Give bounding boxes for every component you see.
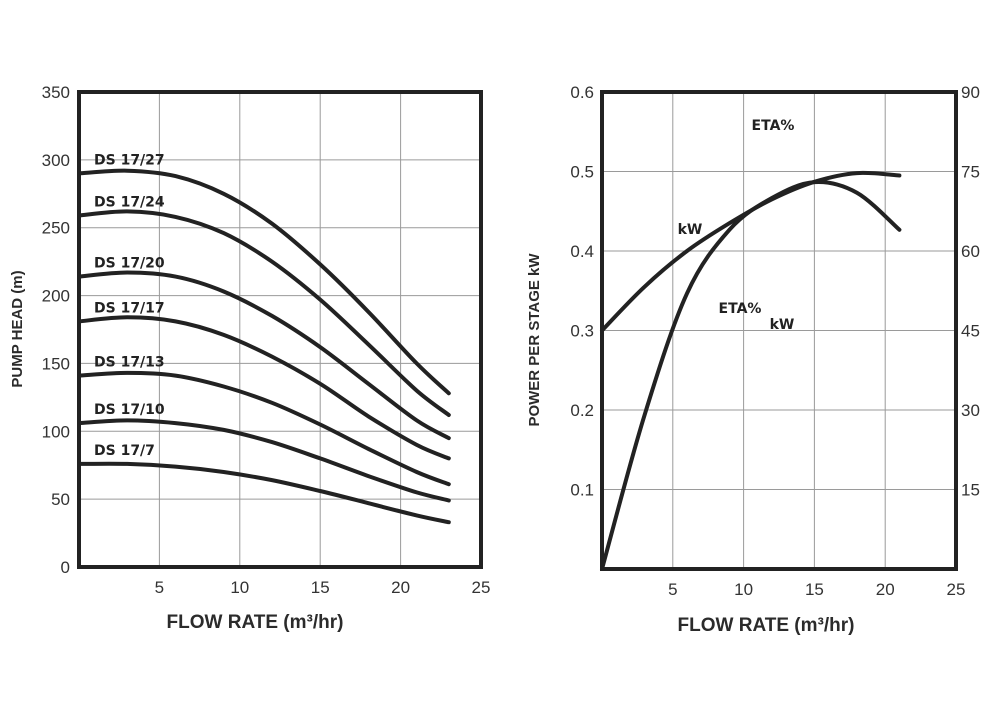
power-x-axis-title: FLOW RATE (m³/hr) <box>678 615 855 636</box>
head-curve <box>77 370 451 487</box>
y-tick-label: 100 <box>42 422 70 441</box>
power-y-axis-title: POWER PER STAGE kW <box>526 253 543 427</box>
y2-tick-label: 90 <box>961 83 980 102</box>
series-label: DS 17/7 <box>94 443 155 459</box>
head-curve <box>77 168 451 396</box>
head-curve <box>77 315 451 461</box>
series-label: DS 17/13 <box>94 355 165 371</box>
y-tick-label: 0 <box>61 558 70 577</box>
eta-curve-label: ETA% <box>719 301 762 317</box>
pump-head-y-axis-title: PUMP HEAD (m) <box>9 270 26 387</box>
power-plot-frame <box>600 90 958 571</box>
power-efficiency-chart: 5 10 15 20 25 0.1 0.2 0.3 0.4 0.5 0.6 15 30 45 60 75 9… <box>526 83 980 636</box>
y-tick-label: 0.3 <box>570 322 594 341</box>
x-tick-label: 25 <box>472 578 491 597</box>
x-tick-label: 15 <box>311 578 330 597</box>
head-curve <box>77 209 451 417</box>
pump-head-x-axis-title: FLOW RATE (m³/hr) <box>167 612 344 633</box>
y-tick-label: 0.1 <box>570 481 594 500</box>
y2-tick-label: 45 <box>961 322 980 341</box>
eta-axis-annotation: ETA% <box>752 118 795 134</box>
y-tick-label: 0.5 <box>570 163 594 182</box>
series-label: DS 17/20 <box>94 256 165 272</box>
y-tick-label: 350 <box>42 83 70 102</box>
series-label: DS 17/27 <box>94 152 165 168</box>
x-tick-label: 10 <box>734 580 753 599</box>
kw-curve-label: kW <box>678 222 703 238</box>
head-curve <box>77 461 451 525</box>
y-tick-label: 200 <box>42 287 70 306</box>
x-tick-label: 10 <box>230 578 249 597</box>
eta-curve <box>600 179 902 571</box>
y-tick-label: 0.2 <box>570 401 594 420</box>
x-tick-label: 5 <box>155 578 164 597</box>
y-tick-label: 0.4 <box>570 242 594 261</box>
pump-head-chart: 5 10 15 20 25 0 50 100 150 200 250 300 350 DS 17/27… <box>9 83 490 633</box>
x-tick-label: 20 <box>391 578 410 597</box>
pump-head-plot-frame <box>77 90 483 569</box>
head-curve <box>77 418 451 503</box>
kw-axis-annotation: kW <box>770 317 795 333</box>
y-tick-label: 300 <box>42 151 70 170</box>
x-tick-label: 15 <box>805 580 824 599</box>
y2-tick-label: 60 <box>961 242 980 261</box>
x-tick-label: 25 <box>947 580 966 599</box>
x-tick-label: 20 <box>876 580 895 599</box>
y-tick-label: 50 <box>51 490 70 509</box>
y2-tick-label: 75 <box>961 163 980 182</box>
y-tick-label: 250 <box>42 219 70 238</box>
x-tick-label: 5 <box>668 580 677 599</box>
head-curve <box>77 270 451 441</box>
y-tick-label: 0.6 <box>570 83 594 102</box>
y2-tick-label: 30 <box>961 401 980 420</box>
y2-tick-label: 15 <box>961 481 980 500</box>
series-label: DS 17/10 <box>94 402 165 418</box>
y-tick-label: 150 <box>42 354 70 373</box>
series-label: DS 17/17 <box>94 300 165 316</box>
series-label: DS 17/24 <box>94 195 165 211</box>
